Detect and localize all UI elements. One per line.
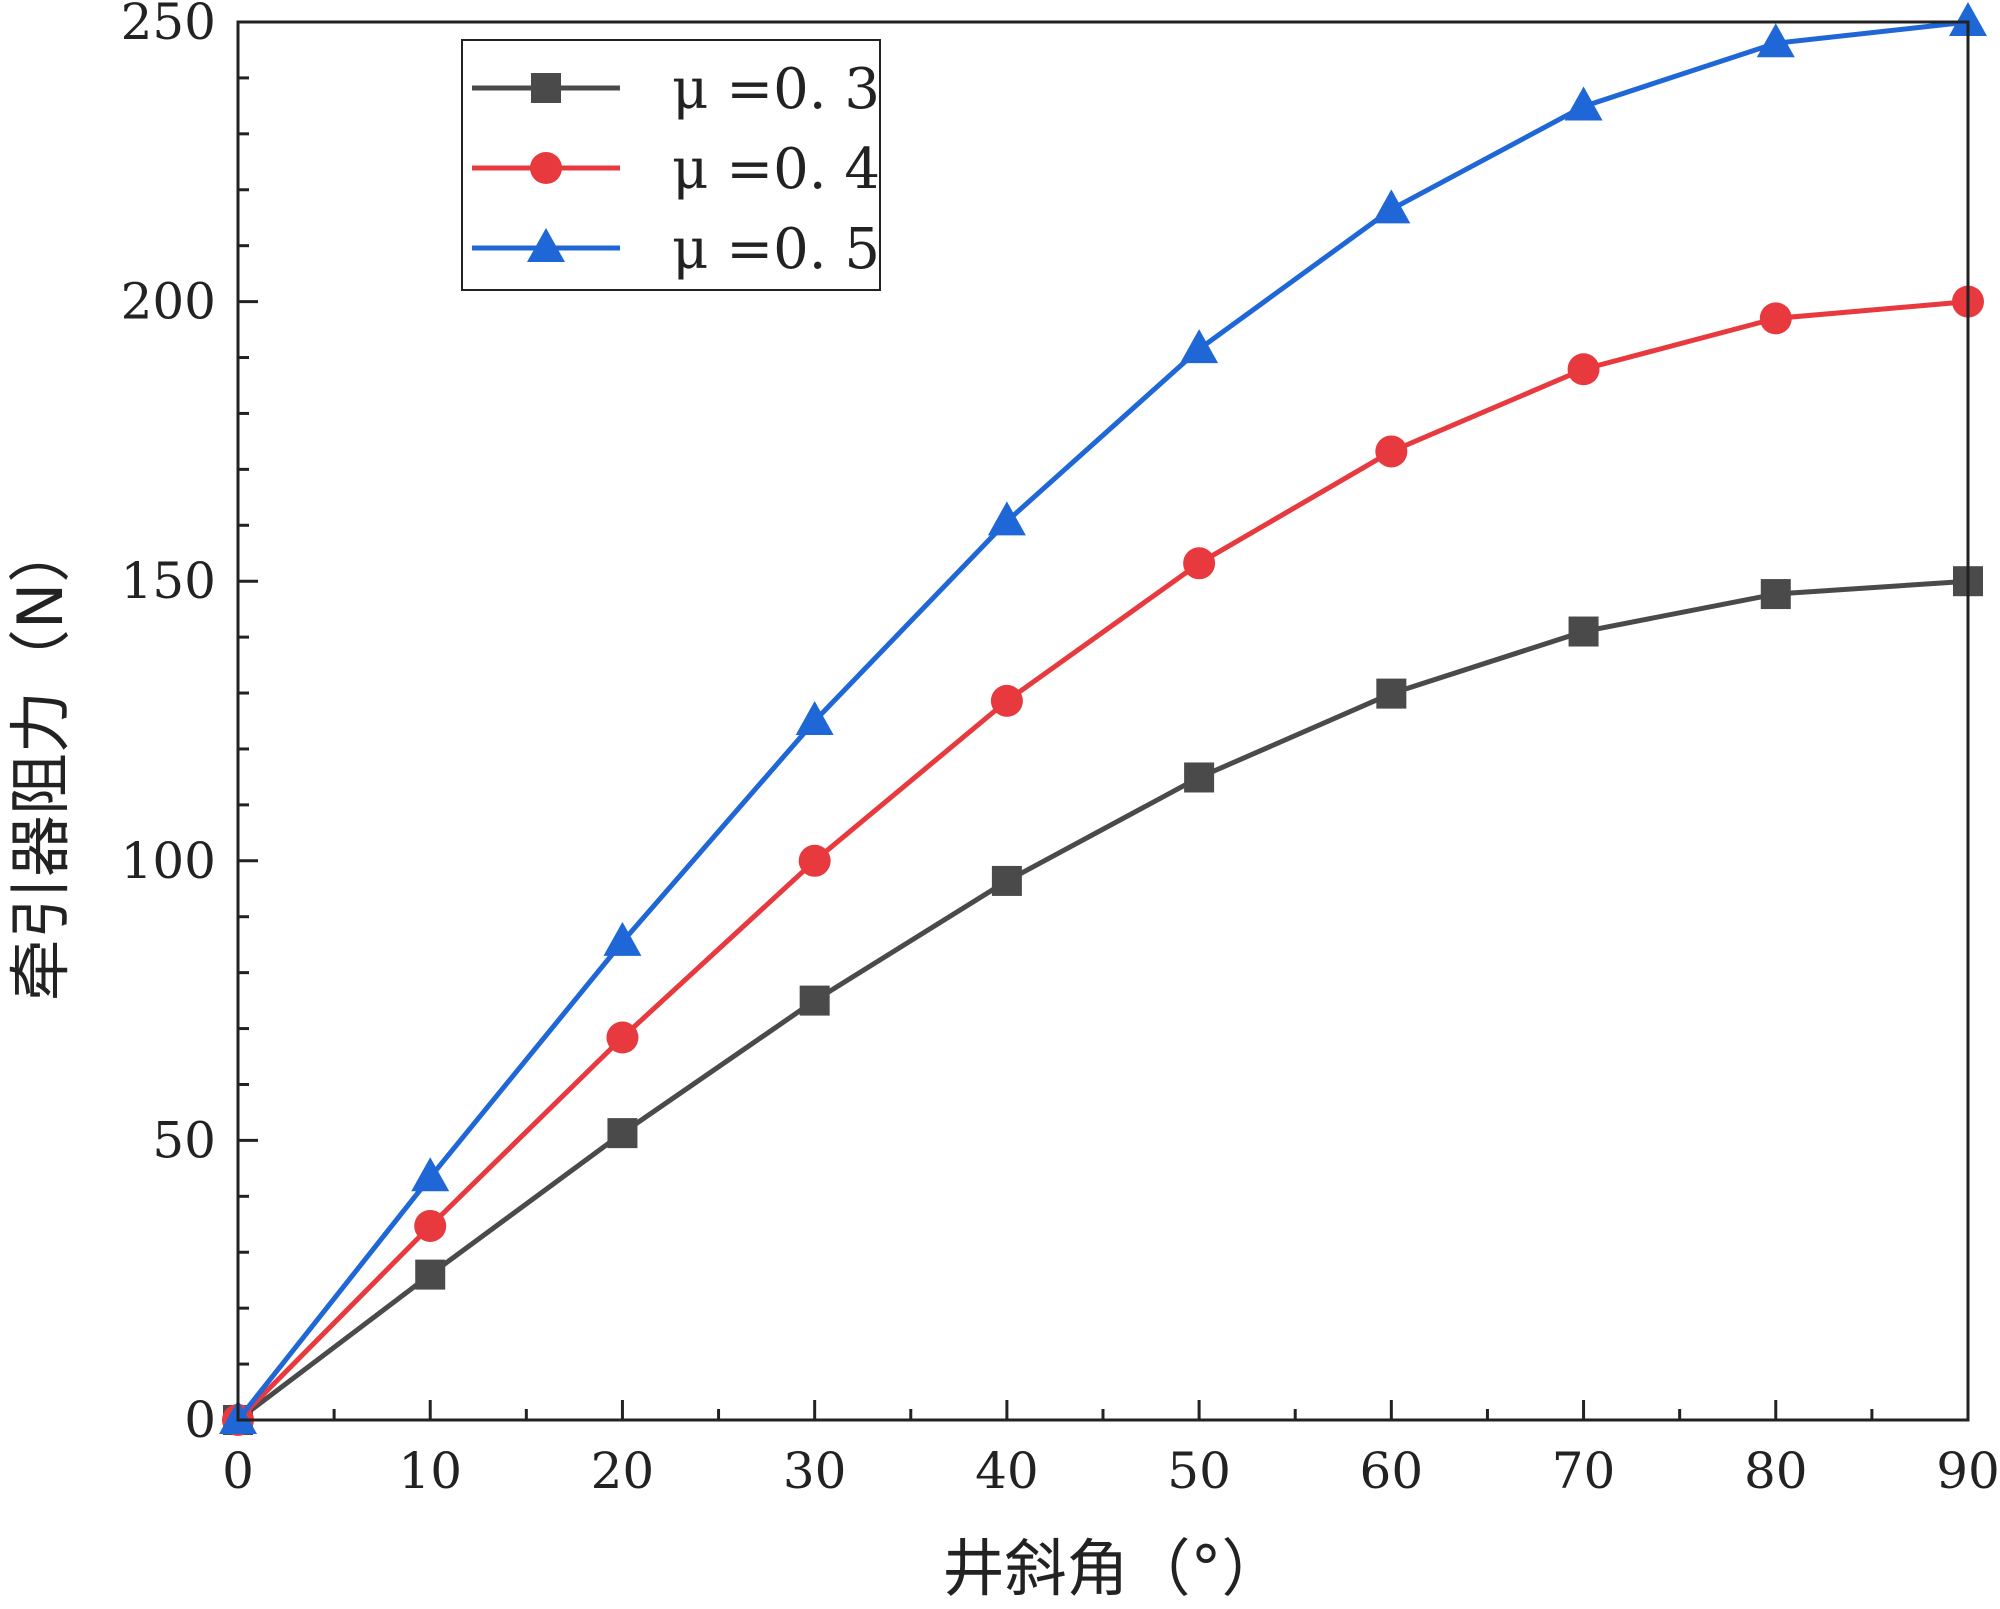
x-tick-label: 60 — [1360, 1442, 1424, 1500]
axes-layer: 0 10 20 30 40 50 60 70 80 90 0 50 100 150 200 250 — [121, 0, 2000, 1500]
data-point — [414, 1209, 447, 1242]
data-point — [991, 865, 1022, 896]
y-tick-label: 100 — [121, 832, 216, 890]
data-point — [799, 985, 830, 1016]
data-point — [1568, 616, 1599, 647]
data-point — [411, 1157, 450, 1192]
data-point — [1372, 189, 1411, 224]
legend-label: μ =0. 3 — [672, 57, 880, 122]
x-tick-label: 70 — [1552, 1442, 1616, 1500]
data-point — [1564, 86, 1603, 121]
y-axis-title: 牵引器阻力（N） — [4, 521, 77, 1001]
x-tick-label: 40 — [975, 1442, 1039, 1500]
x-tick-label: 10 — [398, 1442, 462, 1500]
series-line — [236, 299, 1969, 1422]
data-point — [415, 1259, 446, 1290]
data-point — [1376, 678, 1407, 709]
data-point — [603, 921, 642, 956]
data-point — [1760, 579, 1791, 610]
y-tick-label: 250 — [121, 0, 216, 51]
x-tick-label: 50 — [1167, 1442, 1231, 1500]
data-point — [1756, 23, 1795, 58]
data-point — [1759, 302, 1792, 335]
y-tick-label: 150 — [121, 552, 216, 610]
x-tick-label: 0 — [222, 1442, 254, 1500]
data-point — [1183, 547, 1216, 580]
data-point — [1949, 2, 1987, 36]
legend-marker — [530, 152, 562, 184]
legend-marker — [527, 228, 565, 262]
series-1 — [223, 566, 1983, 1435]
y-tick-label: 50 — [152, 1111, 216, 1169]
series-layer — [219, 2, 1987, 1436]
legend-marker — [531, 73, 561, 103]
data-point — [1184, 762, 1215, 793]
data-point — [798, 844, 831, 877]
x-tick-label: 80 — [1744, 1442, 1808, 1500]
data-point — [607, 1118, 638, 1149]
data-point — [1180, 329, 1219, 364]
x-axis-title: 井斜角（°） — [942, 1532, 1283, 1605]
x-tick-label: 30 — [783, 1442, 847, 1500]
series-3 — [219, 2, 1987, 1434]
data-point — [990, 684, 1023, 717]
data-point — [1375, 435, 1408, 468]
series-line — [236, 578, 1969, 1422]
legend-label: μ =0. 4 — [672, 137, 880, 202]
data-point — [987, 501, 1026, 536]
x-tick-label: 20 — [591, 1442, 655, 1500]
data-point — [606, 1021, 639, 1054]
y-tick-label: 0 — [184, 1391, 216, 1449]
legend-label: μ =0. 5 — [672, 217, 880, 282]
y-tick-label: 200 — [121, 273, 216, 331]
data-point — [795, 701, 834, 735]
x-tick-label: 90 — [1936, 1442, 2000, 1500]
data-point — [1567, 353, 1600, 386]
legend: μ =0. 3 μ =0. 4 μ =0. 5 — [461, 39, 881, 291]
series-line — [236, 19, 1969, 1422]
